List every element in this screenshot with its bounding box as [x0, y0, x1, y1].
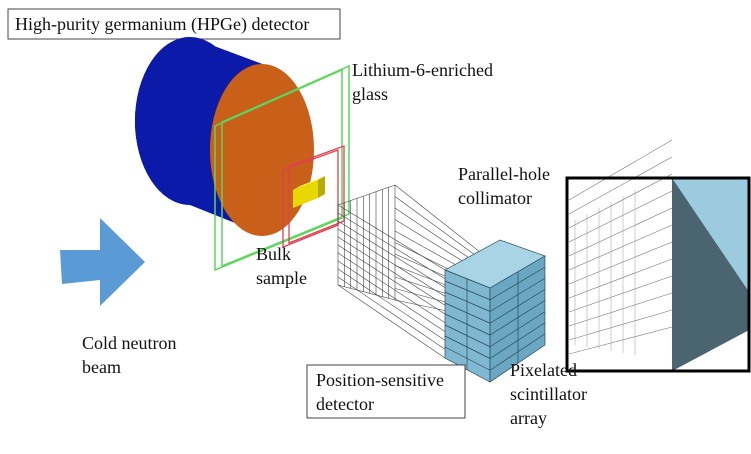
- title: High-purity germanium (HPGe) detector: [15, 14, 309, 35]
- collimator-wire: [338, 205, 445, 270]
- label-scintillator: scintillator: [510, 384, 587, 404]
- label-neutron-beam: Cold neutron: [82, 333, 177, 353]
- inset: [567, 140, 749, 371]
- label-scintillator: Pixelated: [510, 360, 577, 380]
- label-neutron-beam: beam: [82, 357, 121, 377]
- diagram: High-purity germanium (HPGe) detector: [0, 0, 751, 454]
- label-position-detector: detector: [316, 394, 374, 414]
- label-bulk-sample: sample: [256, 268, 307, 288]
- label-collimator: collimator: [458, 188, 532, 208]
- beam-arrow: [60, 218, 145, 306]
- label-scintillator: array: [510, 408, 547, 428]
- hpge-detector: [135, 37, 314, 236]
- label-position-detector: Position-sensitive: [316, 370, 444, 390]
- label-lithium-glass: Lithium-6-enriched: [352, 60, 493, 80]
- collimator-wire: [338, 229, 445, 296]
- collimator-wire: [338, 237, 445, 305]
- label-collimator: Parallel-hole: [458, 164, 550, 184]
- label-lithium-glass: glass: [352, 84, 388, 104]
- label-bulk-sample: Bulk: [256, 244, 291, 264]
